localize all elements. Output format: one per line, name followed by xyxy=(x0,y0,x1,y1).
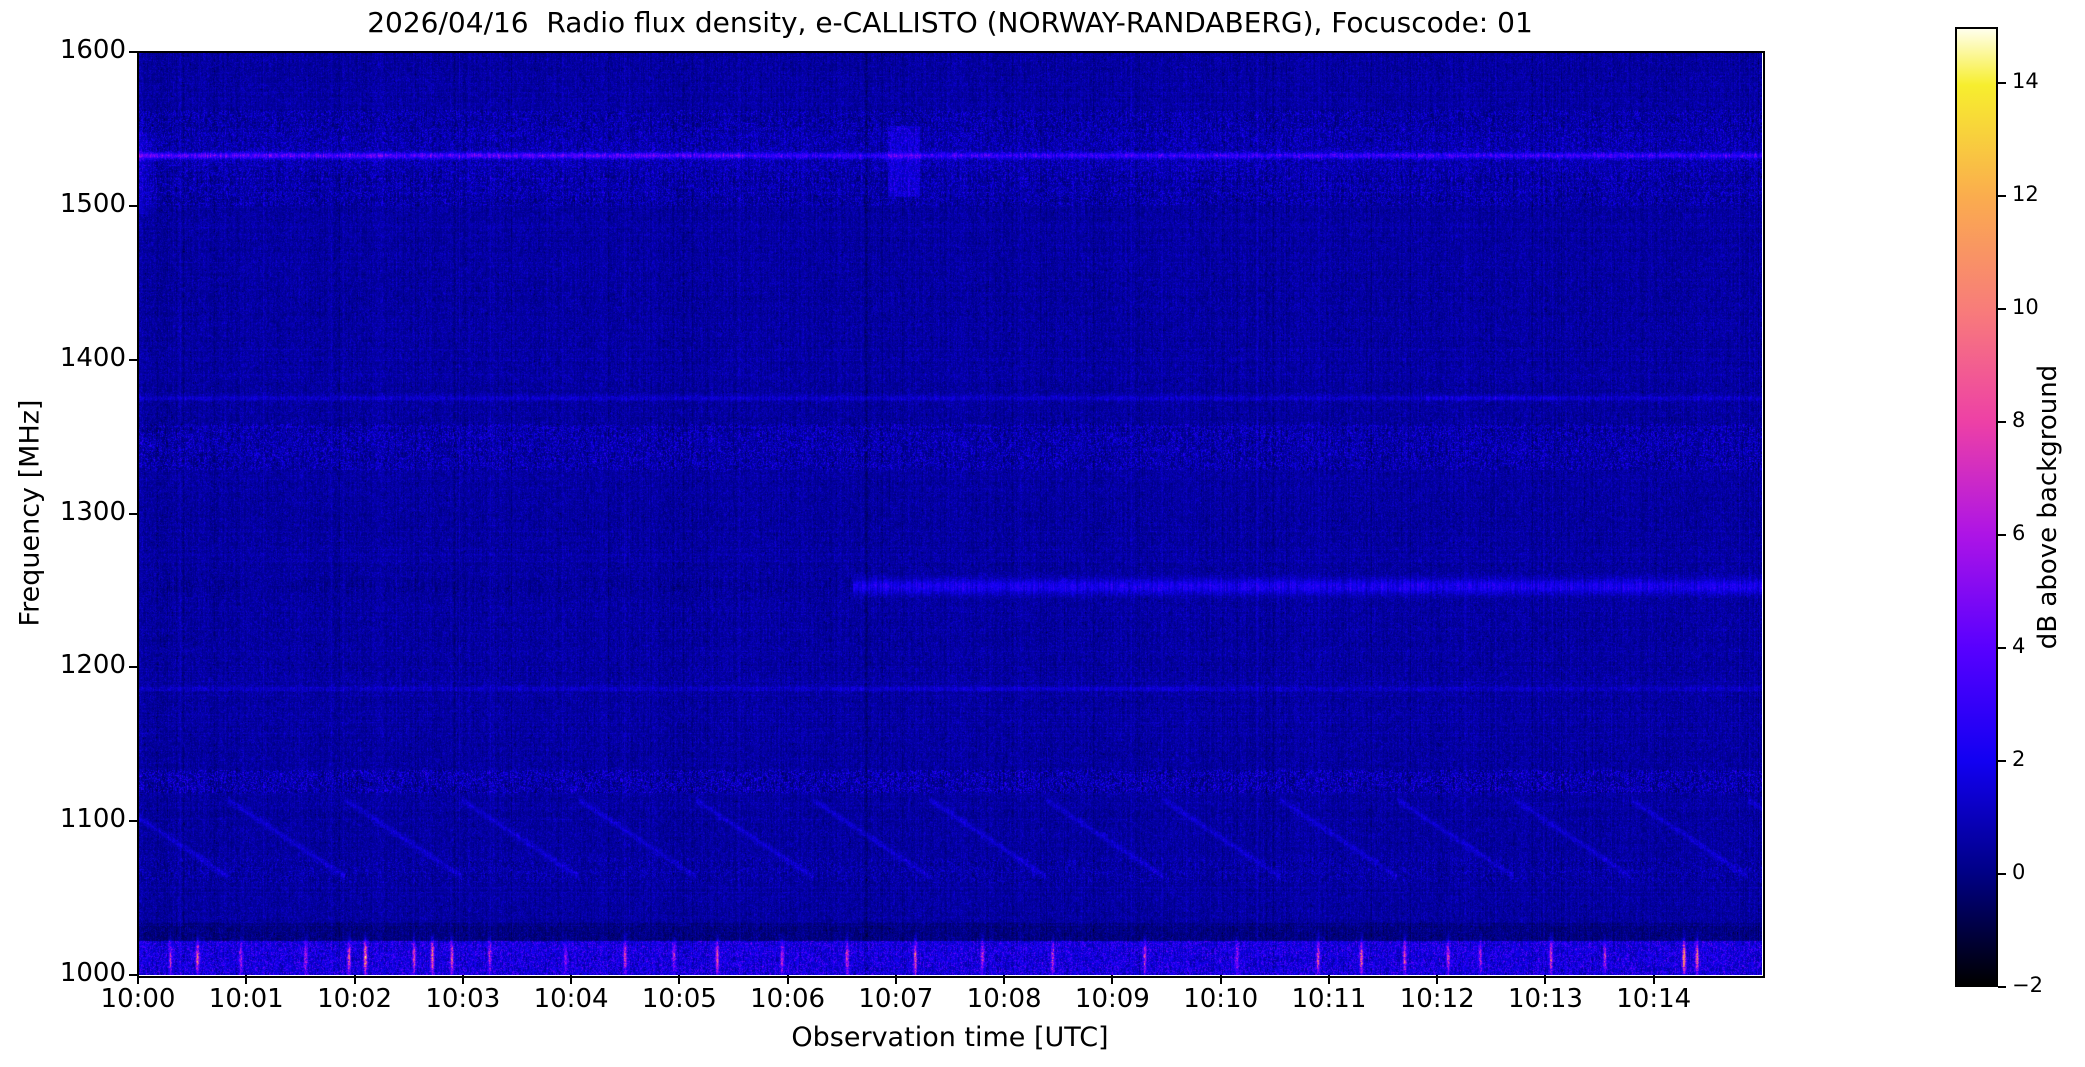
y-tick-mark xyxy=(129,820,138,823)
x-tick-label: 10:03 xyxy=(425,984,501,1014)
x-tick-mark xyxy=(1652,975,1655,984)
colorbar-tick-label: 8 xyxy=(2012,408,2026,433)
x-axis-label: Observation time [UTC] xyxy=(791,1022,1109,1053)
y-tick-label: 1300 xyxy=(59,496,126,527)
x-tick-mark xyxy=(678,975,681,984)
y-tick-mark xyxy=(129,512,138,515)
colorbar-tick-mark xyxy=(1998,986,2006,988)
x-tick-label: 10:05 xyxy=(641,984,717,1014)
colorbar-tick-mark xyxy=(1998,534,2006,537)
x-tick-mark xyxy=(1327,975,1330,984)
colorbar-tick-mark xyxy=(1998,82,2006,85)
x-tick-label: 10:04 xyxy=(533,984,609,1014)
colorbar-tick-mark xyxy=(1998,195,2006,198)
y-tick-label: 1200 xyxy=(59,650,126,681)
colorbar-tick-mark xyxy=(1998,421,2006,424)
colorbar xyxy=(1955,27,1998,987)
chart-title: 2026/04/16 Radio flux density, e-CALLIST… xyxy=(367,6,1533,39)
x-tick-label: 10:12 xyxy=(1399,984,1475,1014)
x-tick-mark xyxy=(353,975,356,984)
y-tick-label: 1100 xyxy=(59,804,126,835)
x-tick-label: 10:07 xyxy=(858,984,934,1014)
colorbar-tick-label: 0 xyxy=(2012,860,2026,885)
x-tick-mark xyxy=(461,975,464,984)
x-tick-label: 10:00 xyxy=(100,984,176,1014)
x-tick-mark xyxy=(1111,975,1114,984)
colorbar-tick-mark xyxy=(1998,873,2006,876)
colorbar-tick-mark xyxy=(1998,308,2006,311)
y-tick-mark xyxy=(129,974,138,976)
y-tick-label: 1500 xyxy=(59,188,126,219)
x-tick-mark xyxy=(786,975,789,984)
colorbar-tick-label: 4 xyxy=(2012,634,2026,659)
x-tick-label: 10:08 xyxy=(966,984,1042,1014)
x-tick-label: 10:13 xyxy=(1507,984,1583,1014)
y-tick-mark xyxy=(129,204,138,207)
x-tick-label: 10:06 xyxy=(750,984,826,1014)
colorbar-tick-label: 10 xyxy=(2012,295,2039,320)
y-tick-mark xyxy=(129,51,138,53)
x-tick-mark xyxy=(1436,975,1439,984)
colorbar-tick-label: 14 xyxy=(2012,69,2039,94)
x-tick-mark xyxy=(1544,975,1547,984)
colorbar-tick-label: −2 xyxy=(2012,973,2043,997)
y-tick-mark xyxy=(129,666,138,669)
y-tick-label: 1600 xyxy=(59,35,126,65)
y-tick-mark xyxy=(129,358,138,361)
x-tick-label: 10:02 xyxy=(317,984,392,1014)
spectrogram-canvas xyxy=(138,52,1762,975)
colorbar-tick-label: 12 xyxy=(2012,182,2039,207)
x-tick-label: 10:01 xyxy=(208,984,284,1014)
y-tick-label: 1000 xyxy=(59,958,126,988)
y-tick-label: 1400 xyxy=(59,342,126,373)
colorbar-label: dB above background xyxy=(2033,364,2063,650)
x-tick-label: 10:14 xyxy=(1616,984,1692,1014)
x-tick-mark xyxy=(1003,975,1006,984)
colorbar-tick-mark xyxy=(1998,760,2006,763)
x-tick-mark xyxy=(245,975,248,984)
colorbar-tick-label: 6 xyxy=(2012,521,2026,546)
x-tick-label: 10:11 xyxy=(1291,984,1367,1014)
x-tick-label: 10:09 xyxy=(1074,984,1150,1014)
colorbar-tick-label: 2 xyxy=(2012,747,2026,772)
colorbar-tick-mark xyxy=(1998,647,2006,650)
x-tick-mark xyxy=(894,975,897,984)
x-tick-mark xyxy=(137,975,139,984)
x-tick-label: 10:10 xyxy=(1183,984,1259,1014)
x-tick-mark xyxy=(1219,975,1222,984)
x-tick-mark xyxy=(570,975,573,984)
